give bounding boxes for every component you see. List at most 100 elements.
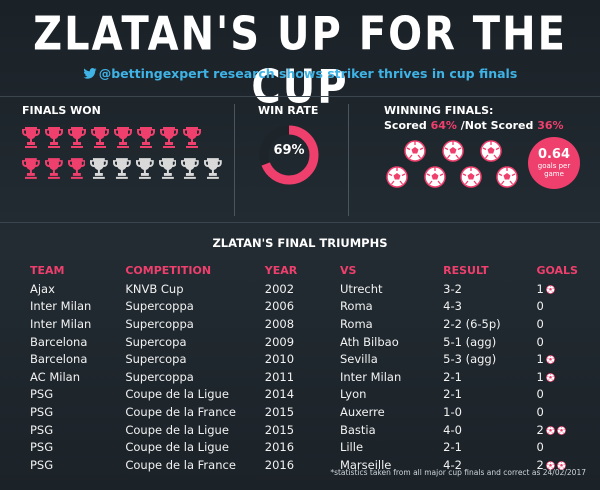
cell-competition-text: Coupe de la Ligue [125, 387, 229, 402]
cell-competition: Supercoppa [125, 298, 264, 316]
not-scored-pct: 36% [537, 119, 564, 132]
cell-result-text: 2-1 [443, 440, 462, 455]
cell-year: 2009 [265, 333, 340, 351]
cell-vs: Roma [340, 298, 443, 316]
football-icon [442, 140, 464, 162]
cell-result-text: 2-2 (6-5p) [443, 316, 501, 331]
football-grid [384, 138, 524, 194]
cell-result: 4-2 [443, 456, 536, 474]
cell-vs: Bastia [340, 421, 443, 439]
cell-vs: Auxerre [340, 403, 443, 421]
header-goals: GOALS [536, 263, 578, 277]
table-row: PSG Coupe de la Ligue 2016 Lille 2-1 0 [30, 438, 578, 456]
cell-year: 2016 [265, 456, 340, 474]
trophy-icon [113, 158, 131, 179]
cell-goals: 1 [536, 368, 578, 386]
cell-goals-text: 1 [536, 352, 544, 367]
cell-goals-text: 1 [536, 281, 544, 296]
football-icon [545, 284, 555, 294]
football-icon [545, 355, 555, 365]
goals-per-game-badge: 0.64 goals per game [528, 137, 580, 189]
cell-vs: Lyon [340, 386, 443, 404]
cell-result: 2-1 [443, 386, 536, 404]
cell-team-text: PSG [30, 422, 54, 437]
header-competition: COMPETITION [125, 263, 212, 277]
cell-team: PSG [30, 403, 125, 421]
table-row: PSG Coupe de la France 2015 Auxerre 1-0 0 [30, 403, 578, 421]
divider [234, 104, 235, 216]
cell-competition: Coupe de la Ligue [125, 386, 264, 404]
cell-competition-text: KNVB Cup [125, 281, 184, 296]
footnote: *statistics taken from all major cup fin… [330, 468, 586, 477]
trophy-icon [45, 127, 63, 148]
cell-competition-text: Supercoppa [125, 369, 194, 384]
cell-goals: 0 [536, 386, 578, 404]
cell-competition-text: Coupe de la Ligue [125, 440, 229, 455]
cell-year: 2014 [265, 386, 340, 404]
cell-result-text: 5-3 (agg) [443, 352, 497, 367]
football-icon [556, 425, 566, 435]
table-row: Barcelona Supercopa 2009 Ath Bilbao 5-1 (agg… [30, 333, 578, 351]
trophy-icon [137, 127, 155, 148]
cell-team-text: Inter Milan [30, 316, 92, 331]
cell-team-text: PSG [30, 457, 54, 472]
cell-result-text: 2-1 [443, 387, 462, 402]
cell-result: 5-1 (agg) [443, 333, 536, 351]
cell-vs: Utrecht [340, 280, 443, 298]
table-row: Barcelona Supercopa 2010 Sevilla 5-3 (agg) 1 [30, 350, 578, 368]
cell-vs: Sevilla [340, 350, 443, 368]
cell-year-text: 2009 [264, 334, 295, 349]
cell-vs: Roma [340, 315, 443, 333]
football-item [404, 140, 426, 162]
table-row: PSG Coupe de la France 2016 Marseille 4-2 2 [30, 456, 578, 474]
football-item [480, 140, 502, 162]
table-row: Inter Milan Supercoppa 2006 Roma 4-3 0 [30, 298, 578, 316]
trophy-icon [90, 158, 109, 179]
football-icon [545, 425, 555, 435]
cell-goals-text: 0 [536, 334, 544, 349]
cell-year: 2002 [265, 280, 340, 298]
winning-finals-label: WINNING FINALS: [384, 104, 494, 117]
cell-year-text: 2008 [264, 316, 295, 331]
cell-team: PSG [30, 421, 125, 439]
trophy-row [22, 126, 222, 148]
cell-team: Barcelona [30, 350, 125, 368]
cell-team: Inter Milan [30, 298, 125, 316]
football-item [386, 166, 408, 188]
cell-result: 1-0 [443, 403, 536, 421]
cell-goals: 2 [536, 421, 578, 439]
cell-result-text: 3-2 [443, 281, 462, 296]
cell-goals: 0 [536, 403, 578, 421]
cell-year: 2015 [265, 403, 340, 421]
cell-vs: Lille [340, 438, 443, 456]
cell-vs: Marseille [340, 456, 443, 474]
subtitle: @bettingexpert research shows striker th… [0, 66, 600, 81]
cell-goals: 0 [536, 315, 578, 333]
cell-year-text: 2015 [264, 422, 295, 437]
football-icon [496, 166, 518, 188]
football-icon [480, 140, 502, 162]
cell-result: 2-1 [443, 438, 536, 456]
cell-competition: KNVB Cup [125, 280, 264, 298]
trophy-icon [160, 127, 178, 148]
cell-team-text: PSG [30, 440, 54, 455]
subtitle-text: @bettingexpert research shows striker th… [98, 66, 518, 81]
cell-competition: Coupe de la Ligue [125, 421, 264, 439]
twitter-icon [83, 68, 97, 79]
cell-competition-text: Supercoppa [125, 316, 194, 331]
header-vs: VS [339, 263, 357, 277]
cell-goals: 0 [536, 438, 578, 456]
cell-result-text: 4-3 [443, 299, 462, 314]
cell-result-text: 1-0 [443, 404, 462, 419]
cell-result-text: 2-1 [443, 369, 462, 384]
football-item [424, 166, 446, 188]
cell-competition-text: Coupe de la France [125, 404, 236, 419]
football-icon [460, 166, 482, 188]
trophy-icon [91, 127, 109, 148]
cell-year-text: 2011 [264, 369, 295, 384]
cell-vs-text: Ath Bilbao [339, 334, 399, 349]
trophy-icon [22, 127, 40, 148]
cell-vs-text: Roma [339, 299, 373, 314]
football-item [442, 140, 464, 162]
divider [348, 104, 349, 216]
